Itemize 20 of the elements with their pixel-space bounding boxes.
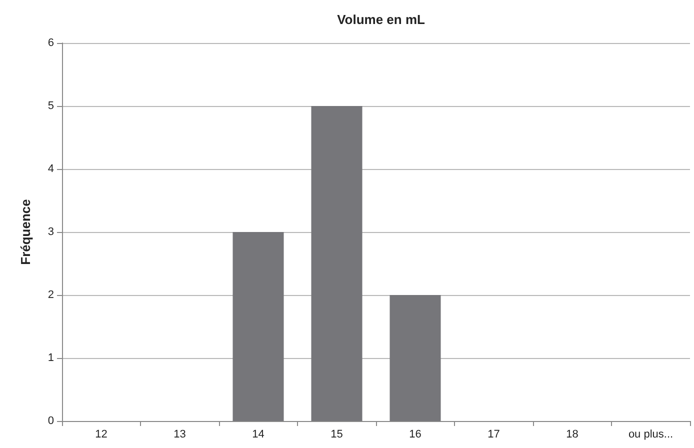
x-tick-label: 16 [409, 428, 422, 440]
y-tick-label: 1 [48, 352, 54, 364]
y-tick-label: 3 [48, 226, 54, 238]
x-tick-label: 15 [330, 428, 343, 440]
y-tick-label: 0 [48, 415, 54, 427]
y-tick-label: 5 [48, 100, 54, 112]
x-tick-label: 13 [174, 428, 186, 440]
x-tick-label: 18 [566, 428, 578, 440]
bar [390, 295, 441, 421]
y-tick-label: 2 [48, 289, 54, 301]
bar [232, 232, 284, 421]
y-axis-title: Fréquence [18, 199, 33, 265]
y-tick-label: 4 [48, 163, 54, 175]
bar [311, 106, 362, 421]
x-tick-label: ou plus... [628, 428, 674, 440]
x-tick-label: 12 [95, 428, 108, 440]
y-tick-label: 6 [48, 37, 54, 49]
chart-title: Volume en mL [337, 12, 425, 27]
x-tick-label: 17 [488, 428, 500, 440]
x-tick-label: 14 [252, 428, 264, 440]
